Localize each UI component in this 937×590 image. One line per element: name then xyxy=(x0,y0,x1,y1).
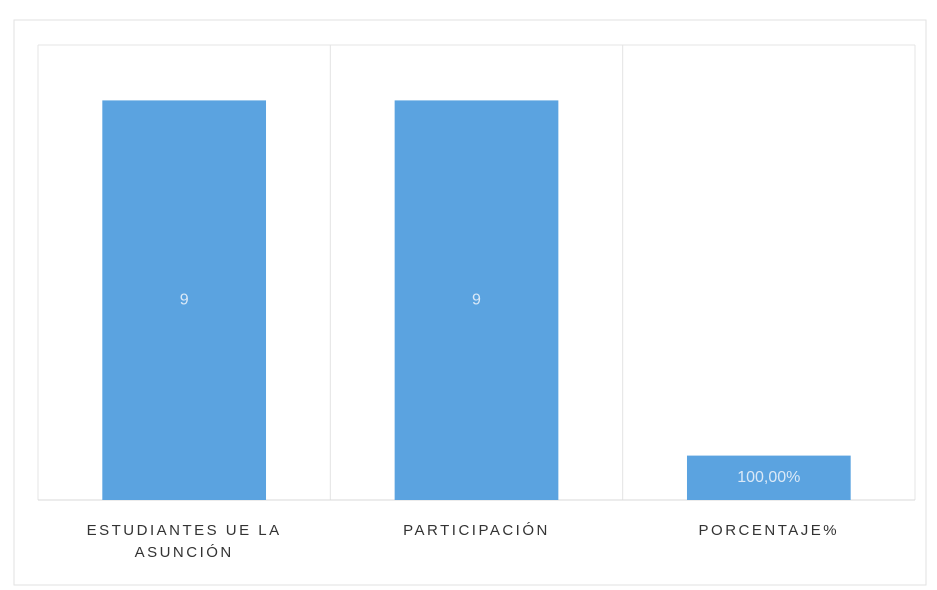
x-tick-label: ESTUDIANTES UE LA ASUNCIÓN xyxy=(86,522,282,561)
chart-border xyxy=(13,19,927,586)
bar xyxy=(102,100,267,501)
bar xyxy=(686,455,851,500)
data-label: 100,00% xyxy=(737,469,800,486)
data-label: 9 xyxy=(180,291,189,308)
data-label: 9 xyxy=(472,291,481,308)
bar xyxy=(394,100,559,501)
x-tick-label: PORCENTAJE% xyxy=(698,522,840,539)
x-tick-label: PARTICIPACIÓN xyxy=(403,522,550,539)
